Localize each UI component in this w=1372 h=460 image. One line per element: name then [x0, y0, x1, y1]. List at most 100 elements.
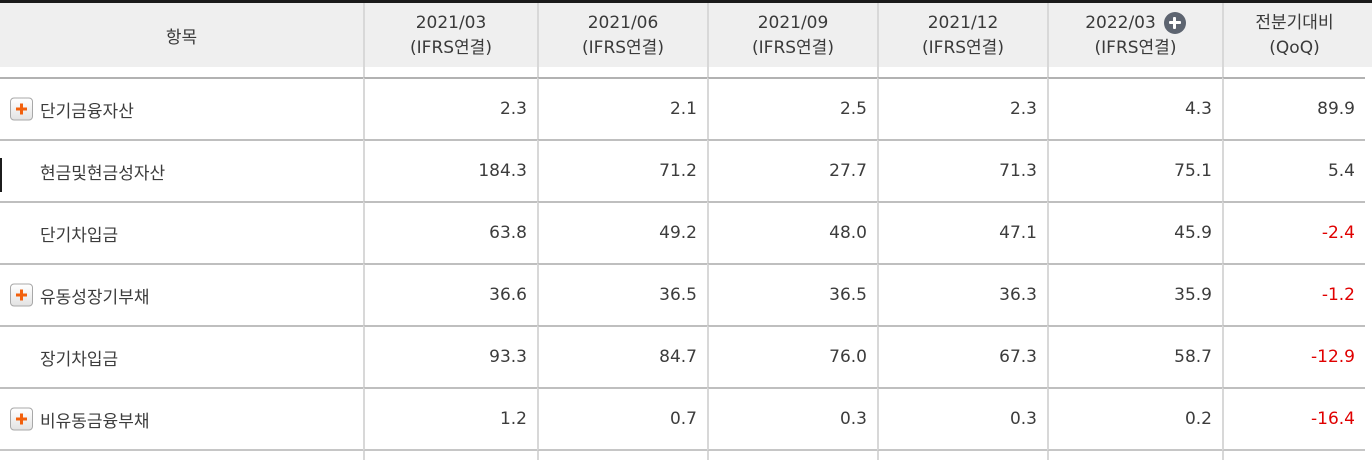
- period-label: 2021/12: [879, 10, 1047, 36]
- value-cell: 47.1: [877, 201, 1047, 263]
- value-cell: 67.3: [877, 325, 1047, 387]
- value-cell: 45.9: [1047, 201, 1222, 263]
- table-row: 장기차입금 93.3 84.7 76.0 67.3 58.7 -12.9: [0, 325, 1365, 387]
- table-row: 단기차입금 63.8 49.2 48.0 47.1 45.9 -2.4: [0, 201, 1365, 263]
- column-header: 2021/09 (IFRS연결): [707, 3, 877, 67]
- gap-cell: [707, 67, 877, 77]
- row-label: 장기차입금: [40, 349, 119, 370]
- header-row: 항목 2021/03 (IFRS연결) 2021/06 (IFRS연결) 2021/09 (…: [0, 3, 1365, 67]
- value-cell: 5.4: [1222, 139, 1365, 201]
- value-cell: 63.8: [363, 201, 537, 263]
- pad-cell: [363, 451, 537, 460]
- gap-cell: [363, 67, 537, 77]
- value-cell: 1.2: [363, 387, 537, 451]
- value-cell: 93.3: [363, 325, 537, 387]
- value-cell: 184.3: [363, 139, 537, 201]
- column-header: 2021/12 (IFRS연결): [877, 3, 1047, 67]
- row-label: 유동성장기부채: [40, 287, 150, 308]
- accounting-basis-label: (IFRS연결): [922, 37, 1004, 58]
- period-text: 전분기대비: [1255, 12, 1334, 33]
- column-header: 2021/03 (IFRS연결): [363, 3, 537, 67]
- gap-cell: [0, 67, 363, 77]
- period-text: 2021/06: [587, 12, 659, 33]
- pad-cell: [1222, 451, 1365, 460]
- value-cell: 84.7: [537, 325, 707, 387]
- value-cell: 2.1: [537, 77, 707, 139]
- value-cell: -2.4: [1222, 201, 1365, 263]
- period-label: 2021/03: [365, 10, 537, 36]
- table-row: 현금및현금성자산 184.3 71.2 27.7 71.3 75.1 5.4: [0, 139, 1365, 201]
- value-cell: 71.2: [537, 139, 707, 201]
- pad-cell: [707, 451, 877, 460]
- pad-cell: [537, 451, 707, 460]
- item-column-header: 항목: [0, 3, 363, 67]
- header-gap-row: [0, 67, 1365, 77]
- clipped-edge-mark: [0, 158, 2, 192]
- value-cell: 2.3: [877, 77, 1047, 139]
- column-header: 2022/03 (IFRS연결): [1047, 3, 1222, 67]
- next-row-partial: [0, 451, 1365, 460]
- pad-cell: [1047, 451, 1222, 460]
- accounting-basis-label: (IFRS연결): [410, 37, 492, 58]
- pad-cell: [0, 451, 363, 460]
- value-cell: 0.3: [707, 387, 877, 451]
- value-cell: 71.3: [877, 139, 1047, 201]
- gap-cell: [877, 67, 1047, 77]
- period-label: 2021/09: [709, 10, 877, 36]
- value-cell: 4.3: [1047, 77, 1222, 139]
- column-header: 전분기대비 (QoQ): [1222, 3, 1365, 67]
- period-label: 2022/03: [1049, 10, 1222, 36]
- value-cell: 27.7: [707, 139, 877, 201]
- accounting-basis-label: (IFRS연결): [582, 37, 664, 58]
- value-cell: 49.2: [537, 201, 707, 263]
- value-cell: -12.9: [1222, 325, 1365, 387]
- accounting-basis-label: (QoQ): [1269, 37, 1320, 58]
- gap-cell: [1222, 67, 1365, 77]
- value-cell: 75.1: [1047, 139, 1222, 201]
- accounting-basis-label: (IFRS연결): [1094, 37, 1177, 58]
- value-cell: 58.7: [1047, 325, 1222, 387]
- value-cell: -1.2: [1222, 263, 1365, 325]
- table-row: 비유동금융부채 1.2 0.7 0.3 0.3 0.2 -16.4: [0, 387, 1365, 451]
- plus-icon[interactable]: [10, 97, 33, 121]
- period-text: 2022/03: [1085, 12, 1156, 33]
- row-label: 현금및현금성자산: [40, 163, 166, 184]
- table-row: 유동성장기부채 36.6 36.5 36.5 36.3 35.9 -1.2: [0, 263, 1365, 325]
- row-label: 비유동금융부채: [40, 411, 150, 432]
- period-label: 2021/06: [539, 10, 707, 36]
- value-cell: 48.0: [707, 201, 877, 263]
- period-text: 2021/09: [757, 12, 829, 33]
- plus-glyph: [16, 103, 27, 115]
- plus-glyph: [16, 289, 27, 301]
- row-label-cell: 단기금융자산: [0, 77, 363, 139]
- row-label-cell: 장기차입금: [0, 325, 363, 387]
- column-header: 2021/06 (IFRS연결): [537, 3, 707, 67]
- value-cell: 0.7: [537, 387, 707, 451]
- plus-icon[interactable]: [10, 407, 33, 431]
- table-row: 단기금융자산 2.3 2.1 2.5 2.3 4.3 89.9: [0, 77, 1365, 139]
- period-label: 전분기대비: [1224, 10, 1365, 36]
- row-label-cell: 비유동금융부채: [0, 387, 363, 451]
- plus-circle-icon[interactable]: [1163, 11, 1186, 34]
- gap-cell: [1047, 67, 1222, 77]
- period-text: 2021/12: [927, 12, 999, 33]
- row-label-cell: 단기차입금: [0, 201, 363, 263]
- value-cell: 36.5: [537, 263, 707, 325]
- row-label-cell: 현금및현금성자산: [0, 139, 363, 201]
- value-cell: 0.3: [877, 387, 1047, 451]
- pad-cell: [877, 451, 1047, 460]
- period-text: 2021/03: [415, 12, 487, 33]
- plus-icon[interactable]: [10, 283, 33, 307]
- row-label: 단기차입금: [40, 225, 119, 246]
- plus-glyph: [16, 413, 27, 425]
- gap-cell: [537, 67, 707, 77]
- row-label-cell: 유동성장기부채: [0, 263, 363, 325]
- value-cell: 36.5: [707, 263, 877, 325]
- value-cell: 36.3: [877, 263, 1047, 325]
- value-cell: 0.2: [1047, 387, 1222, 451]
- value-cell: 35.9: [1047, 263, 1222, 325]
- value-cell: 2.5: [707, 77, 877, 139]
- value-cell: 36.6: [363, 263, 537, 325]
